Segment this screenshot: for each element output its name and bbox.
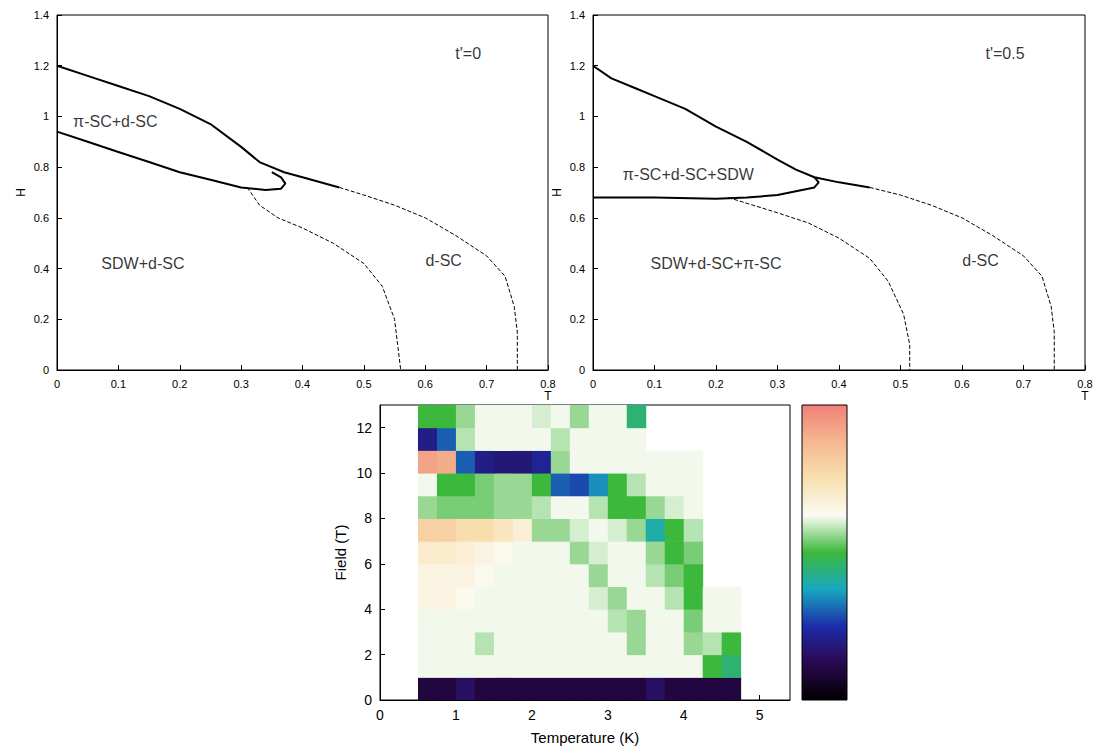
- svg-text:SDW+d-SC: SDW+d-SC: [101, 255, 184, 272]
- svg-text:0.2: 0.2: [570, 313, 585, 325]
- svg-text:0.3: 0.3: [770, 378, 785, 390]
- svg-text:d-SC: d-SC: [425, 252, 461, 269]
- svg-text:0.8: 0.8: [34, 161, 49, 173]
- svg-text:10: 10: [356, 465, 372, 481]
- svg-text:1: 1: [579, 110, 585, 122]
- svg-text:0.4: 0.4: [34, 263, 49, 275]
- svg-text:4: 4: [680, 707, 688, 723]
- svg-text:1: 1: [43, 110, 49, 122]
- svg-text:0.7: 0.7: [1016, 378, 1031, 390]
- svg-text:t'=0.5: t'=0.5: [986, 45, 1025, 62]
- svg-text:0.2: 0.2: [172, 378, 187, 390]
- svg-text:0.6: 0.6: [418, 378, 433, 390]
- svg-text:0: 0: [364, 692, 372, 708]
- svg-text:1.4: 1.4: [570, 9, 585, 21]
- svg-text:12: 12: [356, 420, 372, 436]
- svg-text:0.2: 0.2: [34, 313, 49, 325]
- svg-text:0.5: 0.5: [356, 378, 371, 390]
- svg-text:π-SC+d-SC+SDW: π-SC+d-SC+SDW: [623, 166, 755, 183]
- svg-text:0.6: 0.6: [954, 378, 969, 390]
- svg-text:0.4: 0.4: [831, 378, 846, 390]
- svg-text:1.2: 1.2: [34, 60, 49, 72]
- svg-text:π-SC+d-SC: π-SC+d-SC: [73, 113, 157, 130]
- svg-text:0.6: 0.6: [34, 212, 49, 224]
- svg-text:1.2: 1.2: [570, 60, 585, 72]
- svg-text:0.7: 0.7: [479, 378, 494, 390]
- svg-text:1.4: 1.4: [34, 9, 49, 21]
- svg-text:0.3: 0.3: [233, 378, 248, 390]
- svg-text:2: 2: [364, 647, 372, 663]
- svg-text:8: 8: [364, 510, 372, 526]
- svg-text:SDW+d-SC+π-SC: SDW+d-SC+π-SC: [650, 255, 781, 272]
- svg-text:0.6: 0.6: [570, 212, 585, 224]
- svg-text:0.1: 0.1: [111, 378, 126, 390]
- svg-text:0: 0: [579, 364, 585, 376]
- svg-text:0: 0: [590, 378, 596, 390]
- svg-text:0.1: 0.1: [647, 378, 662, 390]
- svg-text:5: 5: [756, 707, 764, 723]
- svg-text:0.2: 0.2: [708, 378, 723, 390]
- svg-text:0.8: 0.8: [1077, 378, 1092, 390]
- svg-text:0: 0: [54, 378, 60, 390]
- svg-text:4: 4: [364, 601, 372, 617]
- svg-text:6: 6: [364, 556, 372, 572]
- svg-text:H: H: [550, 188, 564, 197]
- svg-text:Temperature (K): Temperature (K): [531, 729, 639, 746]
- svg-text:0.4: 0.4: [295, 378, 310, 390]
- svg-text:H: H: [14, 188, 28, 197]
- svg-text:Field (T): Field (T): [332, 525, 349, 581]
- svg-text:T: T: [1081, 389, 1089, 403]
- svg-text:2: 2: [528, 707, 536, 723]
- svg-text:T: T: [544, 389, 552, 403]
- svg-text:d-SC: d-SC: [962, 252, 998, 269]
- svg-text:0.5: 0.5: [893, 378, 908, 390]
- svg-text:0.8: 0.8: [570, 161, 585, 173]
- svg-text:0.8: 0.8: [540, 378, 555, 390]
- svg-text:0: 0: [43, 364, 49, 376]
- svg-text:3: 3: [604, 707, 612, 723]
- svg-text:t'=0: t'=0: [455, 45, 481, 62]
- svg-text:1: 1: [452, 707, 460, 723]
- svg-text:0: 0: [376, 707, 384, 723]
- svg-text:0.4: 0.4: [570, 263, 585, 275]
